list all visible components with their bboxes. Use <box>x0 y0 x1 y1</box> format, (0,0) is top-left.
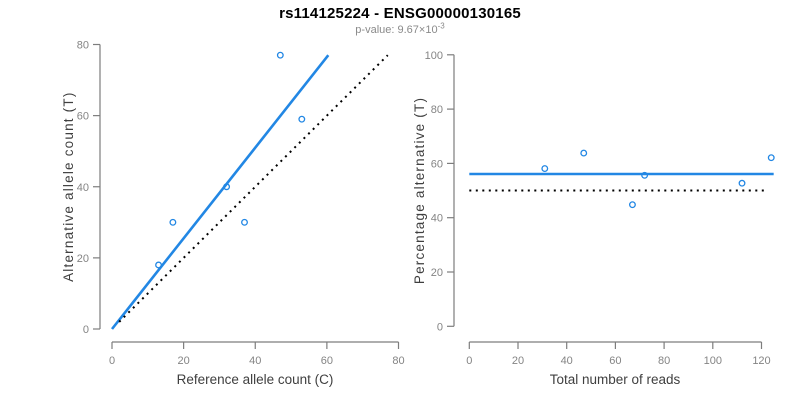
y-tick-label: 40 <box>77 182 89 194</box>
data-point <box>276 51 284 59</box>
data-point <box>738 179 746 187</box>
identity-line <box>118 54 389 323</box>
left-plot: 0 20 40 60 80 0 20 40 60 80 Reference allele coun… <box>61 40 405 388</box>
p-value-exponent: -3 <box>437 21 445 31</box>
y-tick-label: 40 <box>431 213 443 225</box>
p-value-subtitle: p-value: 9.67×10-3 <box>0 21 800 36</box>
y-tick-label: 60 <box>77 111 89 123</box>
x-tick-label: 0 <box>109 355 115 367</box>
left-x-axis-title: Reference allele count (C) <box>177 372 334 387</box>
data-point <box>767 154 775 162</box>
right-y-axis-title: Percentage alternative (T) <box>412 97 427 284</box>
y-tick-label: 0 <box>437 321 443 333</box>
right-x-axis-title: Total number of reads <box>550 372 681 387</box>
x-tick-label: 0 <box>466 355 472 367</box>
x-tick-label: 80 <box>392 355 404 367</box>
y-tick-label: 100 <box>425 50 443 62</box>
right-plot: 0 20 40 60 80 100 0 20 40 60 80 100 120 Total number… <box>412 50 775 387</box>
y-tick-label: 60 <box>431 158 443 170</box>
x-tick-label: 60 <box>609 355 621 367</box>
data-point <box>241 218 248 226</box>
y-tick-label: 20 <box>77 253 89 265</box>
data-point <box>628 201 636 209</box>
data-point <box>298 115 306 123</box>
x-tick-label: 120 <box>752 355 770 367</box>
data-point <box>223 183 231 191</box>
x-tick-label: 20 <box>178 355 190 367</box>
left-y-axis-title: Alternative allele count (T) <box>61 91 76 281</box>
right-plot-geometry: 0 20 40 60 80 100 0 20 40 60 80 100 120 <box>425 50 775 367</box>
data-point <box>641 171 649 179</box>
data-point <box>169 218 177 226</box>
left-plot-geometry: 0 20 40 60 80 0 20 40 60 80 <box>77 40 405 368</box>
x-tick-label: 100 <box>704 355 722 367</box>
x-tick-label: 40 <box>561 355 573 367</box>
y-tick-label: 0 <box>83 324 89 336</box>
data-point <box>580 149 588 157</box>
data-point <box>541 165 549 173</box>
y-tick-label: 80 <box>431 104 443 116</box>
x-tick-label: 60 <box>321 355 333 367</box>
x-tick-label: 80 <box>658 355 670 367</box>
x-tick-label: 20 <box>512 355 524 367</box>
data-point <box>155 261 163 269</box>
y-tick-label: 80 <box>77 40 89 52</box>
regression-line <box>110 54 330 330</box>
y-tick-label: 20 <box>431 267 443 279</box>
page-title: rs114125224 - ENSG00000130165 <box>279 5 521 22</box>
x-tick-label: 40 <box>249 355 261 367</box>
p-value-text: p-value: 9.67×10 <box>355 24 438 36</box>
